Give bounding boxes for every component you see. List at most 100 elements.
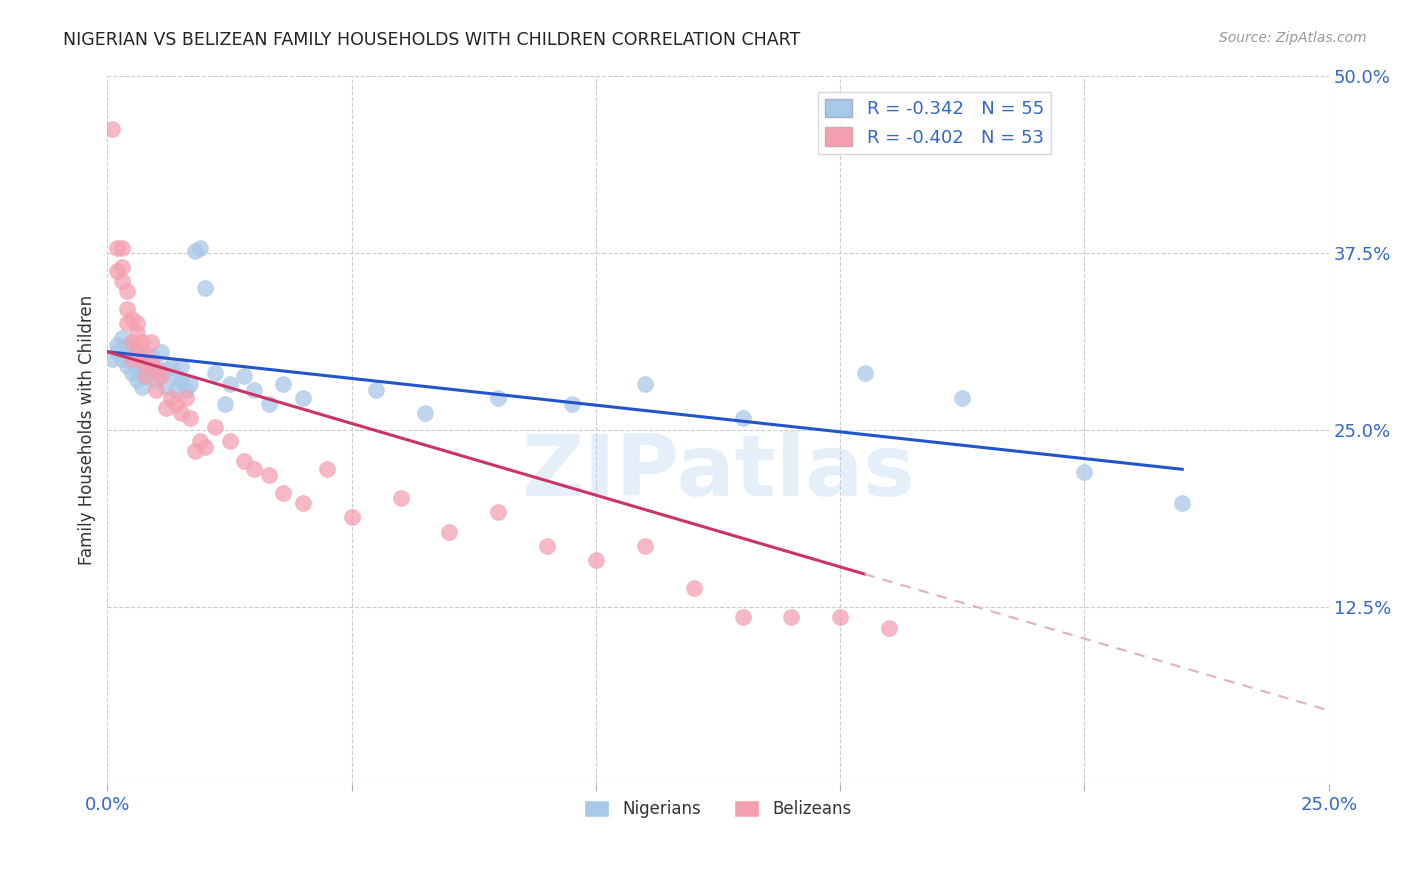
Point: [121, 312, 143, 326]
Point: [115, 359, 138, 373]
Point: [111, 351, 134, 366]
Point: [131, 354, 153, 368]
Point: [105, 264, 128, 278]
Point: [233, 454, 256, 468]
Point: [101, 351, 124, 366]
Point: [271, 486, 294, 500]
Point: [141, 363, 163, 377]
Point: [340, 510, 363, 524]
Point: [780, 609, 803, 624]
Legend: Nigerians, Belizeans: Nigerians, Belizeans: [578, 794, 859, 825]
Point: [101, 122, 124, 136]
Point: [243, 383, 266, 397]
Point: [291, 496, 314, 510]
Point: [145, 363, 167, 377]
Point: [121, 351, 143, 366]
Point: [135, 349, 157, 363]
Point: [111, 241, 134, 255]
Point: [1171, 496, 1194, 510]
Point: [135, 368, 157, 383]
Point: [169, 406, 191, 420]
Point: [155, 401, 177, 416]
Point: [125, 344, 148, 359]
Point: [131, 334, 153, 349]
Point: [413, 406, 436, 420]
Point: [105, 344, 128, 359]
Point: [731, 609, 754, 624]
Point: [165, 383, 187, 397]
Text: NIGERIAN VS BELIZEAN FAMILY HOUSEHOLDS WITH CHILDREN CORRELATION CHART: NIGERIAN VS BELIZEAN FAMILY HOUSEHOLDS W…: [63, 31, 800, 49]
Point: [131, 366, 153, 380]
Text: ZIPatlas: ZIPatlas: [522, 431, 915, 514]
Point: [486, 392, 509, 406]
Point: [174, 383, 197, 397]
Point: [115, 284, 138, 298]
Point: [204, 366, 226, 380]
Point: [731, 411, 754, 425]
Point: [165, 397, 187, 411]
Y-axis label: Family Households with Children: Family Households with Children: [79, 294, 96, 565]
Point: [257, 397, 280, 411]
Point: [214, 397, 236, 411]
Point: [184, 443, 207, 458]
Point: [131, 380, 153, 394]
Point: [111, 260, 134, 274]
Point: [150, 366, 173, 380]
Point: [160, 359, 183, 373]
Point: [115, 302, 138, 317]
Point: [145, 373, 167, 387]
Point: [105, 337, 128, 351]
Point: [105, 241, 128, 255]
Point: [877, 621, 900, 635]
Point: [682, 581, 704, 595]
Point: [125, 317, 148, 331]
Point: [179, 411, 201, 425]
Point: [174, 392, 197, 406]
Point: [257, 467, 280, 482]
Point: [169, 373, 191, 387]
Point: [218, 377, 240, 392]
Point: [830, 609, 852, 624]
Point: [115, 337, 138, 351]
Point: [486, 505, 509, 519]
Point: [184, 244, 207, 259]
Point: [141, 334, 163, 349]
Point: [160, 392, 183, 406]
Point: [188, 241, 211, 255]
Point: [125, 359, 148, 373]
Point: [316, 462, 339, 476]
Point: [194, 440, 217, 454]
Point: [1073, 465, 1095, 479]
Point: [634, 539, 657, 553]
Point: [135, 354, 157, 368]
Point: [439, 524, 461, 539]
Point: [121, 341, 143, 355]
Point: [121, 334, 143, 349]
Text: Source: ZipAtlas.com: Source: ZipAtlas.com: [1219, 31, 1367, 45]
Point: [150, 344, 173, 359]
Point: [125, 326, 148, 341]
Point: [389, 491, 412, 505]
Point: [179, 377, 201, 392]
Point: [585, 553, 607, 567]
Point: [536, 539, 558, 553]
Point: [145, 383, 167, 397]
Point: [111, 274, 134, 288]
Point: [560, 397, 582, 411]
Point: [291, 392, 314, 406]
Point: [243, 462, 266, 476]
Point: [131, 351, 153, 366]
Point: [188, 434, 211, 448]
Point: [141, 349, 163, 363]
Point: [115, 317, 138, 331]
Point: [194, 281, 217, 295]
Point: [155, 363, 177, 377]
Point: [950, 392, 973, 406]
Point: [121, 366, 143, 380]
Point: [115, 344, 138, 359]
Point: [125, 341, 148, 355]
Point: [165, 368, 187, 383]
Point: [271, 377, 294, 392]
Point: [155, 380, 177, 394]
Point: [634, 377, 657, 392]
